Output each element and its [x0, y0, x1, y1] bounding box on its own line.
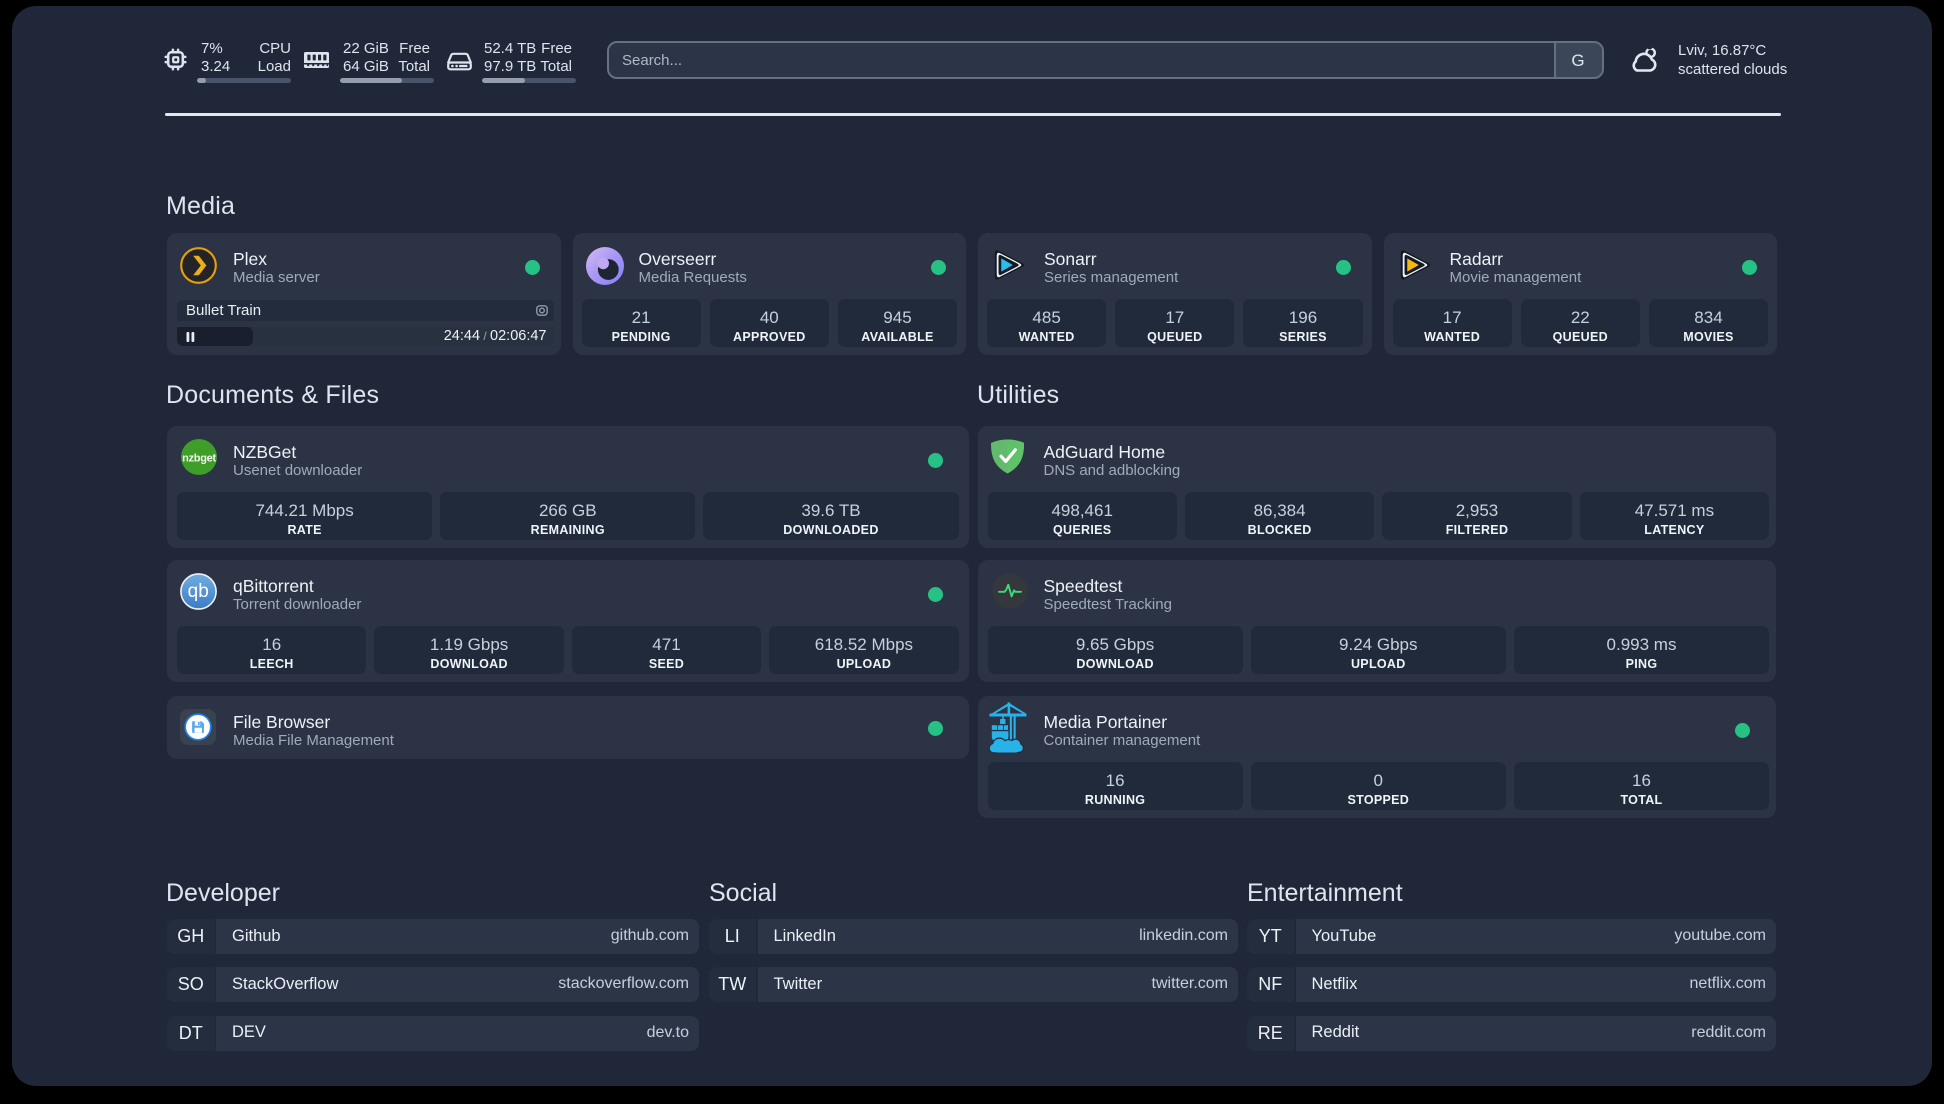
svg-text:qb: qb	[188, 581, 209, 602]
svg-text:nzbget: nzbget	[182, 453, 216, 465]
